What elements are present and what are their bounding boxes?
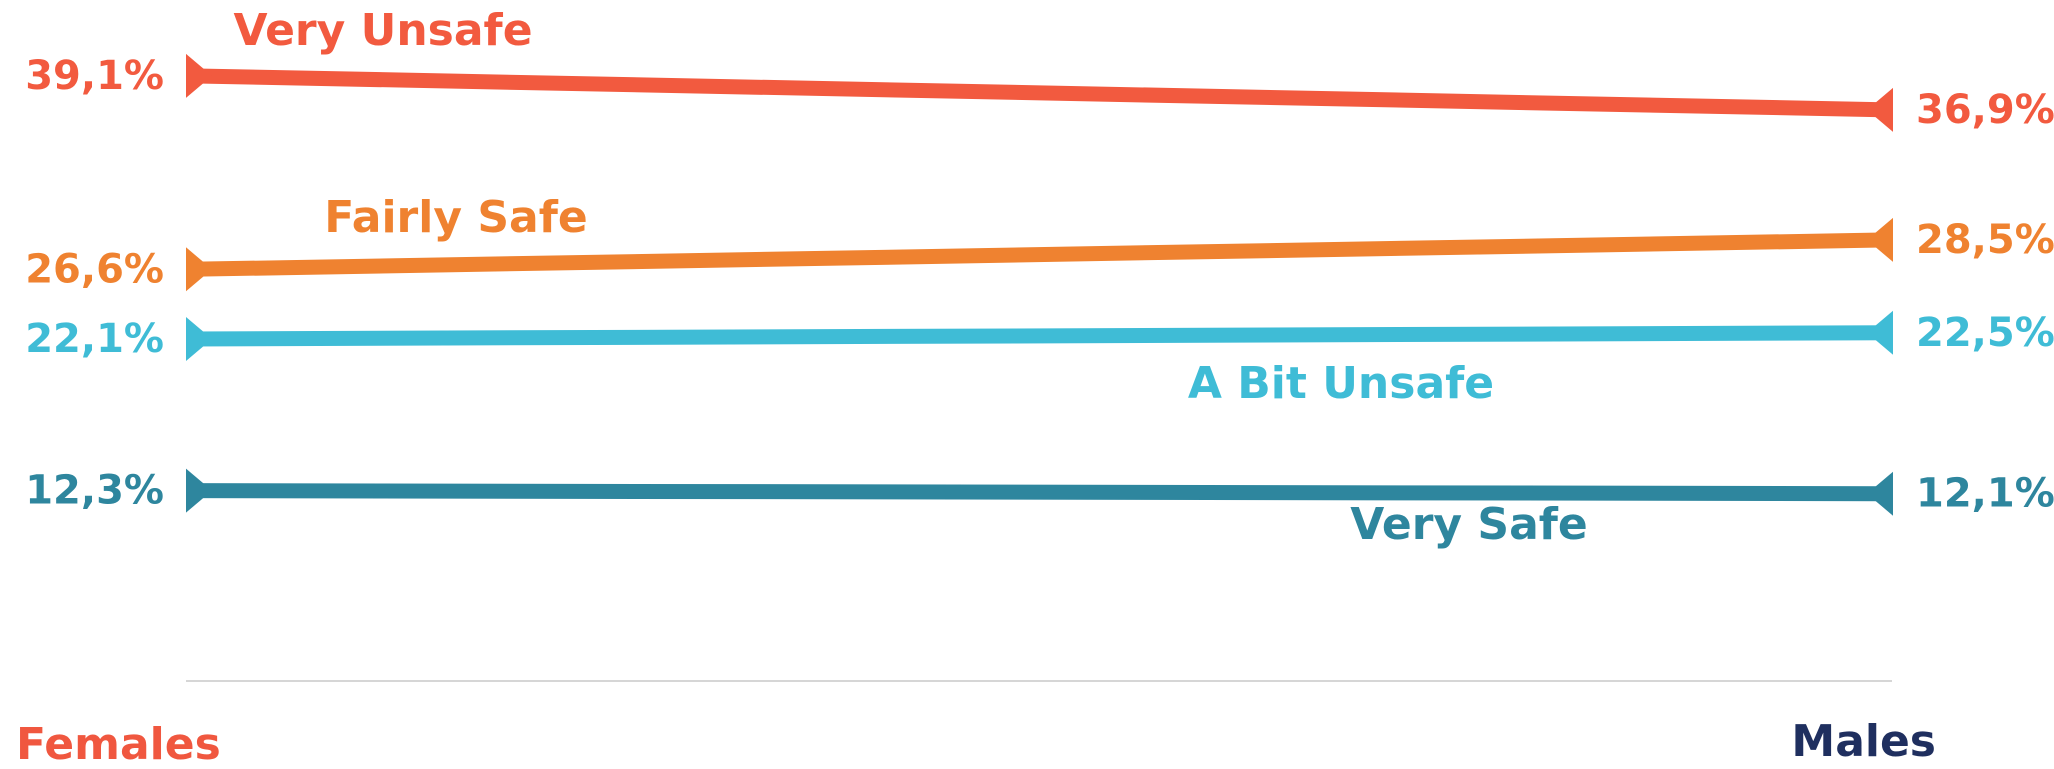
end-marker [186, 53, 212, 98]
end-marker [1867, 471, 1893, 516]
series-label: Fairly Safe [324, 192, 587, 243]
end-marker [1867, 87, 1893, 132]
value-label: 12,1% [1916, 471, 2054, 517]
category-label: Females [16, 719, 221, 769]
slope-line [189, 232, 1890, 277]
slope-line [189, 483, 1890, 502]
value-label: 28,5% [1916, 217, 2054, 263]
value-label: 12,3% [25, 468, 164, 514]
value-label: 22,5% [1916, 310, 2054, 356]
slope-line [189, 68, 1890, 118]
value-label: 26,6% [25, 246, 164, 292]
series-label: A Bit Unsafe [1188, 358, 1494, 409]
end-marker [186, 247, 212, 292]
end-marker [1867, 217, 1893, 262]
category-label: Males [1791, 716, 1936, 767]
slope-line [189, 325, 1890, 347]
end-marker [1867, 310, 1893, 355]
value-label: 39,1% [25, 53, 164, 99]
value-label: 22,1% [25, 316, 164, 362]
series-label: Very Safe [1350, 499, 1588, 550]
series-label: Very Unsafe [233, 5, 532, 56]
end-marker [186, 468, 212, 513]
end-marker [186, 316, 212, 361]
value-label: 36,9% [1916, 87, 2054, 133]
